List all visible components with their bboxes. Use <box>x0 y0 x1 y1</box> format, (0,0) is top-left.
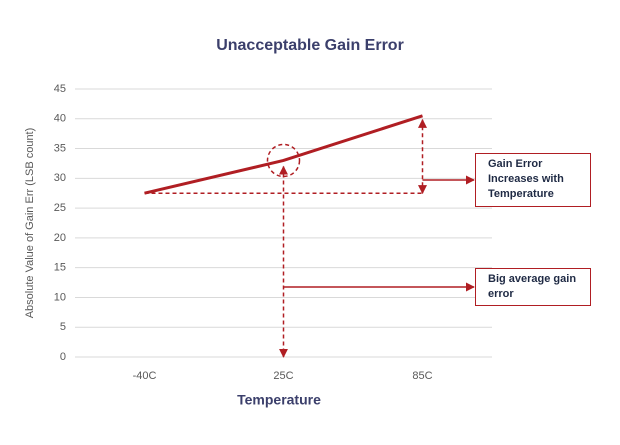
data-line <box>144 114 423 195</box>
y-tick-label: 25 <box>54 202 66 214</box>
y-tick-label: 15 <box>54 262 66 274</box>
x-tick-label: 85C <box>412 370 432 382</box>
x-tick-label: -40C <box>133 370 157 382</box>
x-tick-label: 25C <box>273 370 293 382</box>
y-tick-label: 40 <box>54 113 66 125</box>
chart-title: Unacceptable Gain Error <box>216 37 404 54</box>
y-axis-label: Absolute Value of Gain Err (LSB count) <box>24 128 36 319</box>
annotation-box: Big average gain error <box>475 268 591 306</box>
y-tick-label: 5 <box>60 321 66 333</box>
y-tick-label: 35 <box>54 142 66 154</box>
y-tick-label: 0 <box>60 351 66 363</box>
y-tick-label: 20 <box>54 232 66 244</box>
y-tick-label: 45 <box>54 83 66 95</box>
x-axis-label: Temperature <box>237 392 321 408</box>
y-tick-label: 10 <box>54 291 66 303</box>
annotation-box: Gain Error Increases with Temperature <box>475 153 591 207</box>
y-tick-label: 30 <box>54 172 66 184</box>
